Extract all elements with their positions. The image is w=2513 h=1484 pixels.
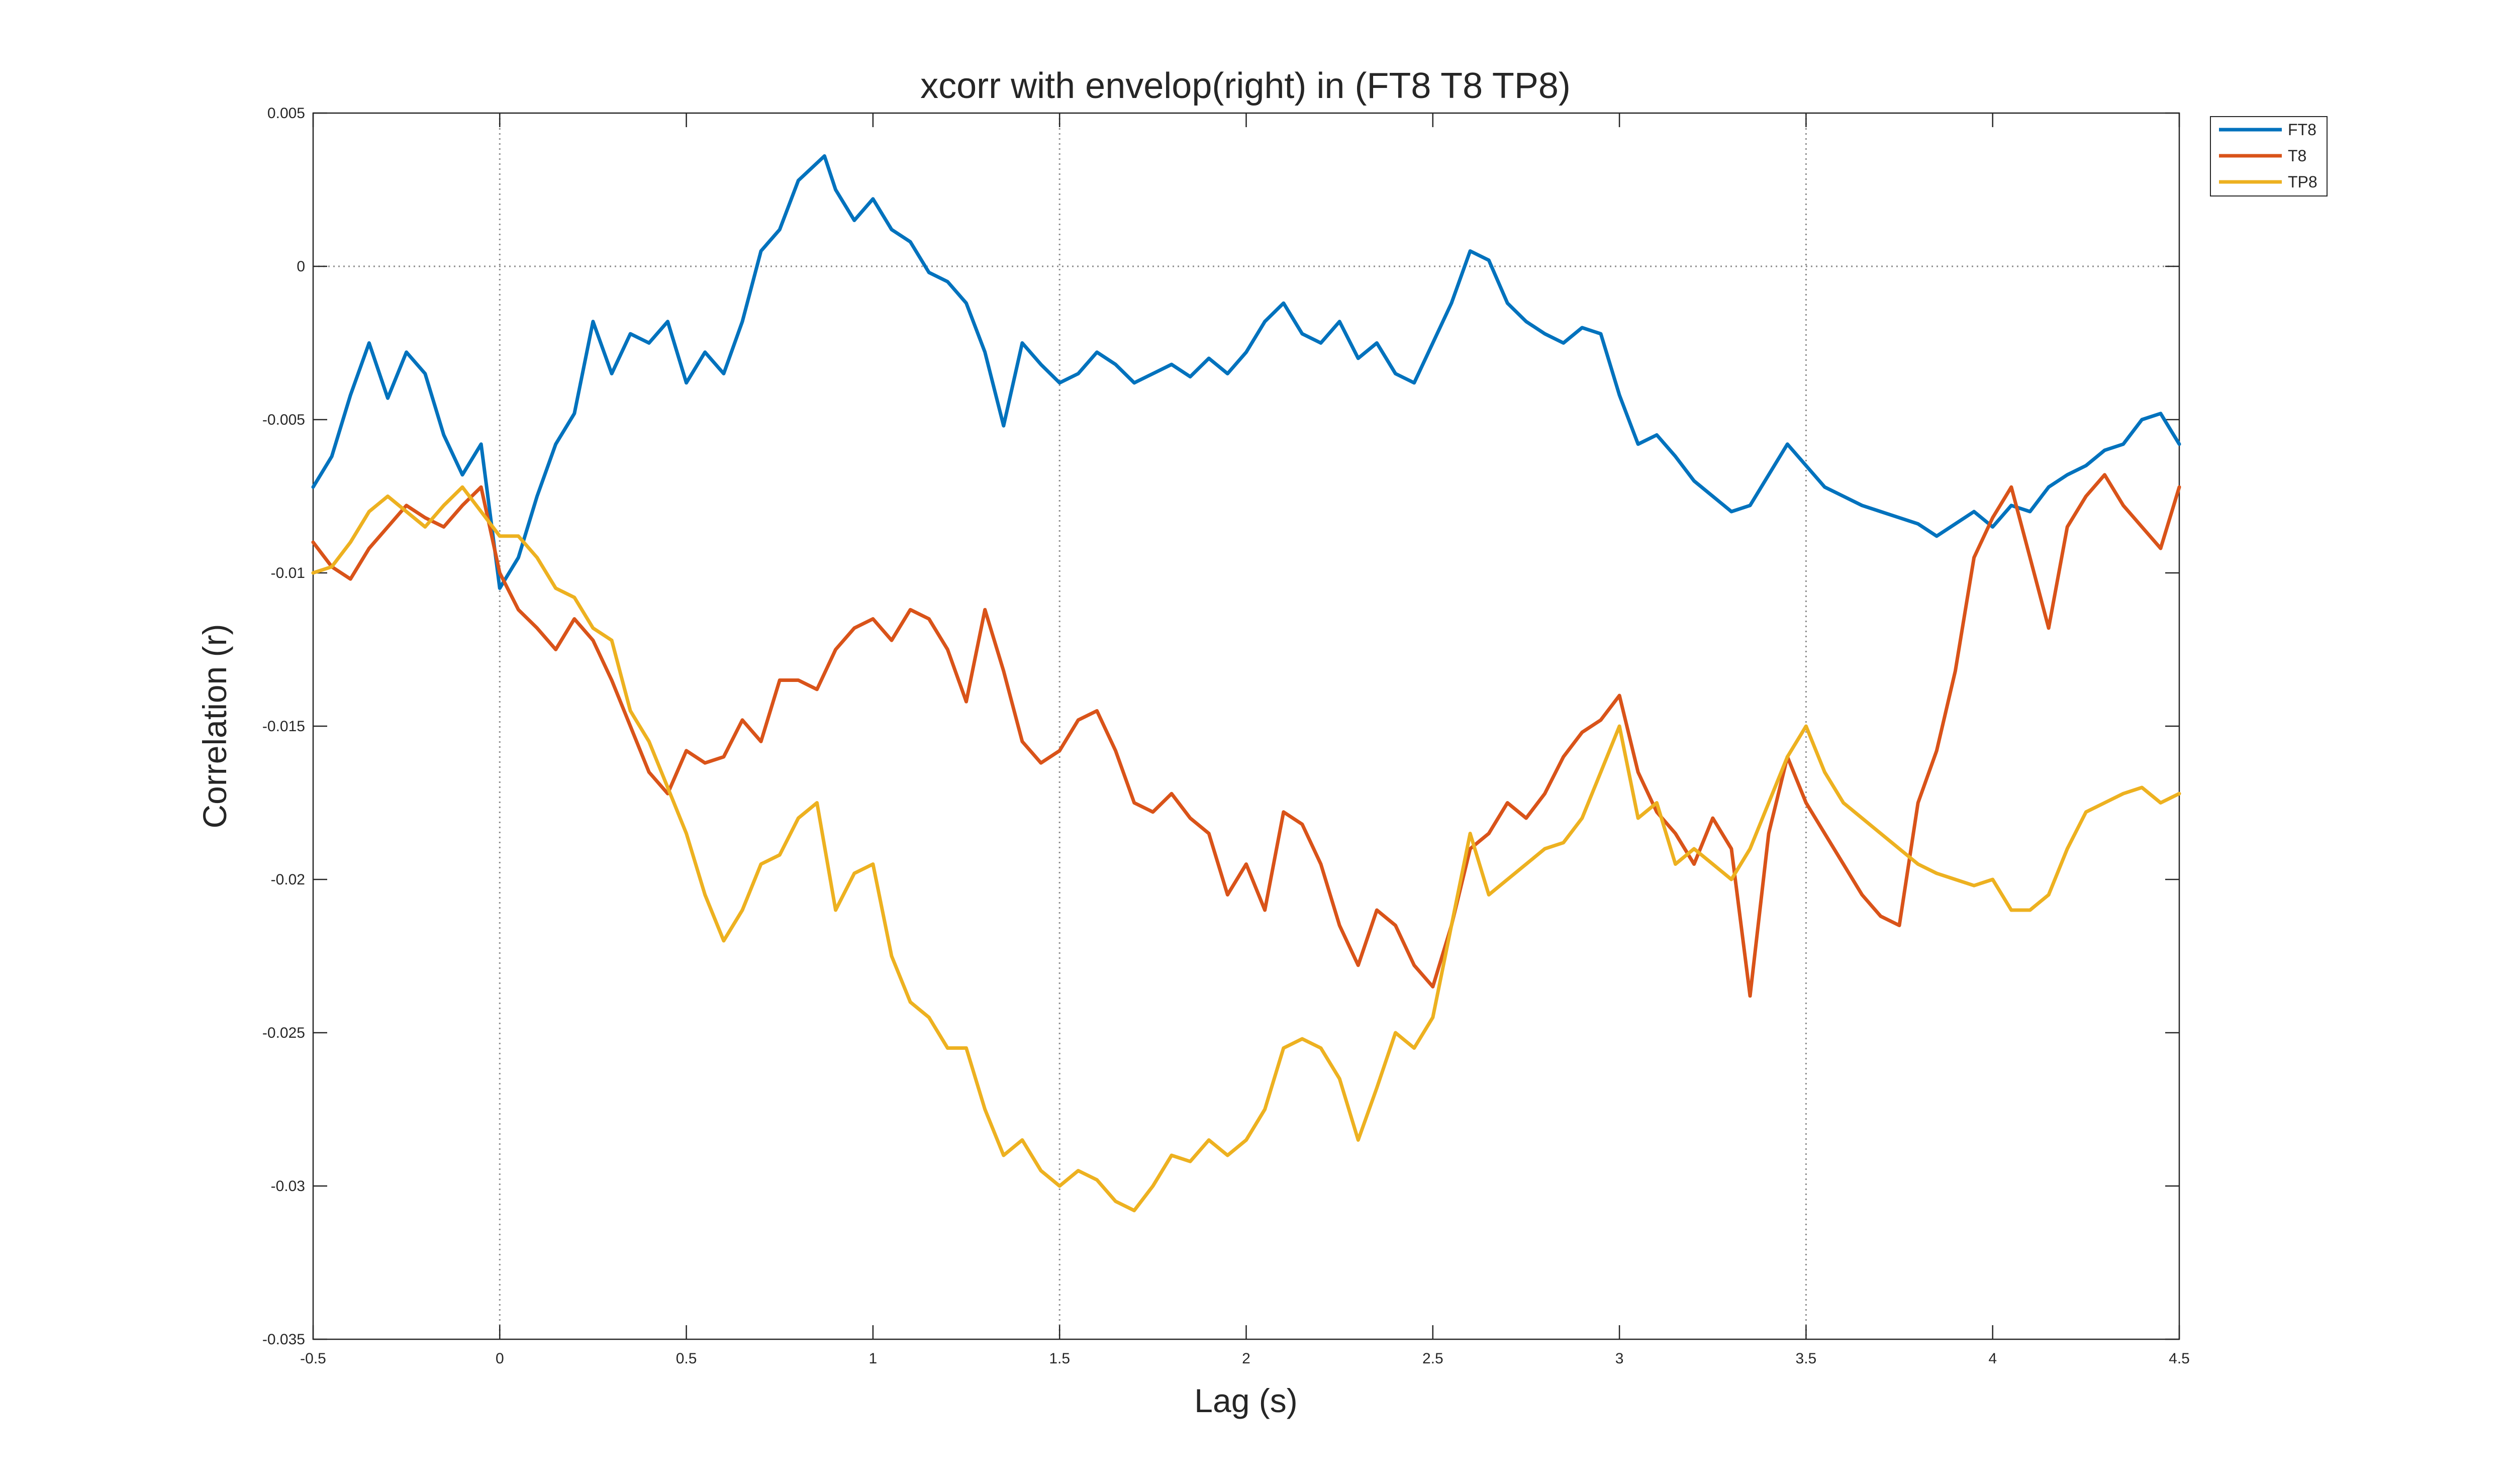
y-tick-labels: 0.005 0 -0.005 -0.01 -0.015 -0.02 -0.025 -0.03 -…: [262, 105, 305, 1348]
legend: FT8 T8 TP8: [2210, 116, 2328, 196]
y-tick-label: 0.005: [267, 105, 305, 122]
legend-label-ft8: FT8: [2288, 121, 2316, 139]
plot-area: [311, 112, 2181, 1340]
x-tick-label: -0.5: [300, 1350, 326, 1367]
y-axis-label: Correlation (r): [196, 624, 233, 828]
plot-box: [312, 112, 2180, 1340]
x-tick-labels: -0.5 0 0.5 1 1.5 2 2.5 3 3.5 4 4.5: [300, 1350, 2190, 1367]
series-line-tp8: [311, 485, 2181, 1213]
y-tick-label: -0.015: [262, 718, 305, 735]
x-tick-label: 3: [1615, 1350, 1624, 1367]
x-tick-label: 4: [1988, 1350, 1997, 1367]
y-tick-label: -0.025: [262, 1025, 305, 1041]
legend-label-tp8: TP8: [2288, 173, 2317, 191]
x-tick-label: 4.5: [2169, 1350, 2190, 1367]
series-line-ft8: [311, 154, 2181, 590]
y-tick-label: -0.01: [271, 565, 305, 581]
y-tick-label: 0: [297, 258, 305, 275]
y-tick-label: -0.035: [262, 1331, 305, 1348]
x-tick-label: 1.5: [1049, 1350, 1070, 1367]
y-tick-label: -0.03: [271, 1178, 305, 1195]
y-tick-label: -0.005: [262, 412, 305, 428]
legend-label-t8: T8: [2288, 147, 2306, 165]
y-tick-label: -0.02: [271, 871, 305, 888]
x-tick-label: 0.5: [676, 1350, 697, 1367]
chart-title: xcorr with envelop(right) in (FT8 T8 TP8…: [920, 66, 1571, 106]
axis-ticks: [312, 112, 2180, 1340]
x-tick-label: 3.5: [1796, 1350, 1817, 1367]
series-line-t8: [311, 473, 2181, 998]
series-lines: [311, 154, 2181, 1213]
x-tick-label: 2.5: [1422, 1350, 1443, 1367]
x-tick-label: 2: [1242, 1350, 1250, 1367]
x-axis-label: Lag (s): [1194, 1382, 1297, 1419]
x-tick-label: 1: [869, 1350, 878, 1367]
x-tick-label: 0: [496, 1350, 504, 1367]
